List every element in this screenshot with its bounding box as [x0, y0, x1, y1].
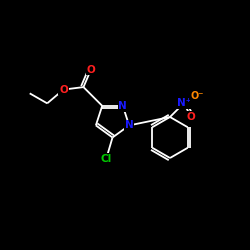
Text: O⁻: O⁻	[191, 91, 204, 101]
Text: N: N	[125, 120, 134, 130]
Text: Cl: Cl	[100, 154, 112, 164]
Text: N⁺: N⁺	[176, 98, 191, 108]
Text: O: O	[86, 64, 95, 74]
Text: N: N	[118, 101, 127, 111]
Text: O: O	[59, 84, 68, 94]
Text: O: O	[187, 112, 196, 122]
